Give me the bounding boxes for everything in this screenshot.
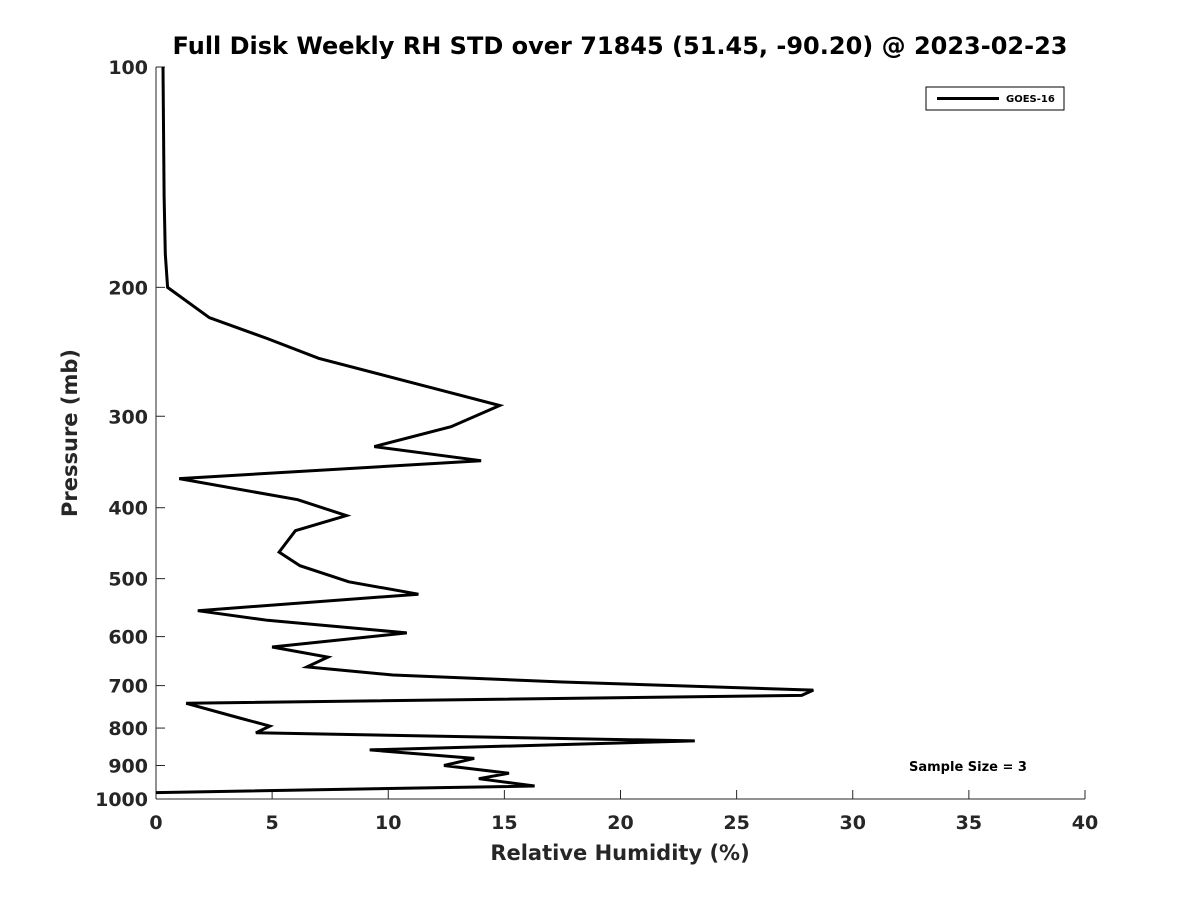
axis-ticks: 0 5 10 15 20 25 30 35 40 100 200 300 400 500 600 700 800… — [95, 57, 1098, 834]
x-tick-label: 40 — [1072, 812, 1098, 834]
y-axis-label: Pressure (mb) — [58, 349, 82, 517]
y-tick-label: 700 — [108, 676, 148, 698]
x-tick-label: 20 — [607, 812, 633, 834]
y-tick-label: 600 — [108, 627, 148, 649]
legend-label-goes16: GOES-16 — [1006, 94, 1055, 105]
y-tick-label: 300 — [108, 406, 148, 428]
y-tick-label: 500 — [108, 569, 148, 591]
x-tick-label: 5 — [266, 812, 279, 834]
chart-title: Full Disk Weekly RH STD over 71845 (51.4… — [173, 32, 1068, 60]
y-tick-label: 100 — [108, 57, 148, 79]
x-tick-label: 10 — [375, 812, 401, 834]
plot-axes — [155, 67, 1085, 800]
sample-size-annotation: Sample Size = 3 — [909, 760, 1027, 775]
legend: GOES-16 — [925, 86, 1065, 111]
x-axis-label: Relative Humidity (%) — [490, 841, 749, 865]
x-tick-label: 30 — [840, 812, 866, 834]
x-tick-label: 35 — [956, 812, 982, 834]
series-line-goes16 — [155, 66, 814, 795]
y-tick-label: 200 — [108, 277, 148, 299]
y-tick-label: 400 — [108, 498, 148, 520]
y-tick-label: 1000 — [95, 789, 148, 811]
x-tick-label: 25 — [723, 812, 749, 834]
y-tick-label: 900 — [108, 756, 148, 778]
x-tick-label: 0 — [149, 812, 162, 834]
y-tick-label: 800 — [108, 718, 148, 740]
x-tick-label: 15 — [491, 812, 517, 834]
